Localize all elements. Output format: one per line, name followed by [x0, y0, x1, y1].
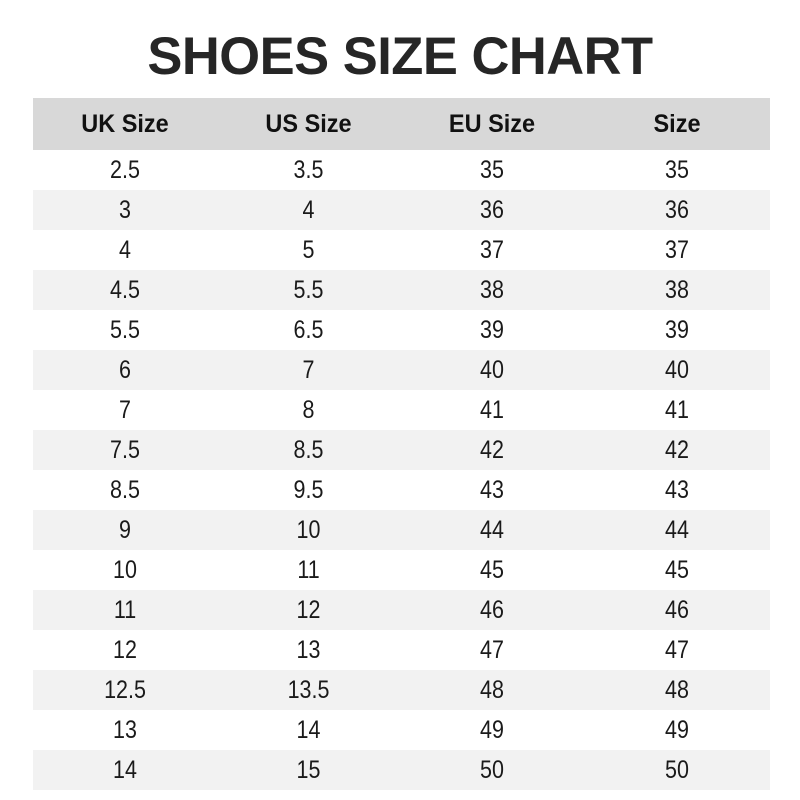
- cell-us-size: 13: [296, 636, 321, 664]
- cell-eu-size: 47: [480, 636, 504, 664]
- cell-uk-size: 11: [113, 596, 137, 624]
- cell-size: 50: [665, 756, 689, 784]
- table-row: 4 5 37 37: [33, 230, 770, 270]
- cell-eu-size: 41: [480, 396, 504, 424]
- cell-size: 35: [665, 156, 689, 184]
- cell-uk-size: 7: [119, 396, 131, 424]
- table-row: 12.5 13.5 48 48: [33, 670, 770, 710]
- cell-eu-size: 43: [480, 476, 504, 504]
- cell-uk-size: 10: [113, 556, 137, 584]
- cell-us-size: 8.5: [293, 436, 324, 464]
- table-row: 2.5 3.5 35 35: [33, 150, 770, 190]
- cell-uk-size: 5.5: [110, 316, 140, 344]
- cell-eu-size: 37: [480, 236, 504, 264]
- column-header-eu-size: EU Size: [448, 110, 536, 138]
- cell-uk-size: 4.5: [110, 276, 140, 304]
- cell-eu-size: 44: [480, 516, 504, 544]
- table-row: 7.5 8.5 42 42: [33, 430, 770, 470]
- cell-eu-size: 38: [480, 276, 504, 304]
- table-row: 6 7 40 40: [33, 350, 770, 390]
- cell-us-size: 10: [296, 516, 321, 544]
- cell-eu-size: 48: [480, 676, 504, 704]
- table-row: 13 14 49 49: [33, 710, 770, 750]
- table-row: 12 13 47 47: [33, 630, 770, 670]
- cell-uk-size: 14: [113, 756, 137, 784]
- cell-us-size: 3.5: [293, 156, 324, 184]
- cell-uk-size: 3: [119, 196, 131, 224]
- column-header-size: Size: [653, 110, 701, 138]
- cell-uk-size: 13: [113, 716, 137, 744]
- cell-us-size: 15: [296, 756, 321, 784]
- cell-us-size: 11: [297, 556, 320, 584]
- cell-us-size: 5.5: [293, 276, 324, 304]
- cell-us-size: 9.5: [293, 476, 324, 504]
- cell-uk-size: 9: [119, 516, 131, 544]
- table-row: 7 8 41 41: [33, 390, 770, 430]
- table-header-row: UK Size US Size EU Size Size: [33, 98, 770, 150]
- cell-eu-size: 35: [480, 156, 504, 184]
- cell-size: 41: [665, 396, 689, 424]
- table-row: 14 15 50 50: [33, 750, 770, 790]
- column-header-uk-size: UK Size: [81, 110, 169, 138]
- cell-us-size: 8: [302, 396, 315, 424]
- table-row: 11 12 46 46: [33, 590, 770, 630]
- column-header-us-size: US Size: [265, 110, 352, 138]
- cell-size: 49: [665, 716, 689, 744]
- cell-size: 47: [665, 636, 689, 664]
- cell-eu-size: 36: [480, 196, 504, 224]
- cell-size: 38: [665, 276, 689, 304]
- cell-us-size: 12: [296, 596, 321, 624]
- cell-size: 48: [665, 676, 689, 704]
- cell-uk-size: 6: [119, 356, 131, 384]
- cell-eu-size: 40: [480, 356, 504, 384]
- cell-size: 42: [665, 436, 689, 464]
- cell-uk-size: 12.5: [104, 676, 146, 704]
- page-title: SHOES SIZE CHART: [147, 27, 653, 86]
- cell-us-size: 5: [302, 236, 315, 264]
- cell-uk-size: 2.5: [110, 156, 140, 184]
- cell-eu-size: 45: [480, 556, 504, 584]
- shoes-size-table: UK Size US Size EU Size Size 2.5 3.5 35 …: [33, 98, 770, 790]
- cell-eu-size: 46: [480, 596, 504, 624]
- cell-size: 45: [665, 556, 689, 584]
- cell-eu-size: 39: [480, 316, 504, 344]
- cell-uk-size: 7.5: [110, 436, 140, 464]
- cell-eu-size: 42: [480, 436, 504, 464]
- cell-size: 43: [665, 476, 689, 504]
- cell-eu-size: 49: [480, 716, 504, 744]
- cell-us-size: 7: [302, 356, 315, 384]
- cell-us-size: 6.5: [293, 316, 324, 344]
- cell-uk-size: 12: [113, 636, 137, 664]
- table-row: 9 10 44 44: [33, 510, 770, 550]
- cell-us-size: 14: [296, 716, 321, 744]
- table-row: 3 4 36 36: [33, 190, 770, 230]
- cell-eu-size: 50: [480, 756, 504, 784]
- cell-uk-size: 8.5: [110, 476, 140, 504]
- cell-size: 36: [665, 196, 689, 224]
- table-row: 10 11 45 45: [33, 550, 770, 590]
- cell-size: 39: [665, 316, 689, 344]
- cell-uk-size: 4: [119, 236, 131, 264]
- cell-us-size: 13.5: [287, 676, 330, 704]
- cell-size: 44: [665, 516, 689, 544]
- cell-us-size: 4: [302, 196, 315, 224]
- table-row: 8.5 9.5 43 43: [33, 470, 770, 510]
- table-row: 4.5 5.5 38 38: [33, 270, 770, 310]
- cell-size: 37: [665, 236, 689, 264]
- table-row: 5.5 6.5 39 39: [33, 310, 770, 350]
- cell-size: 46: [665, 596, 689, 624]
- cell-size: 40: [665, 356, 689, 384]
